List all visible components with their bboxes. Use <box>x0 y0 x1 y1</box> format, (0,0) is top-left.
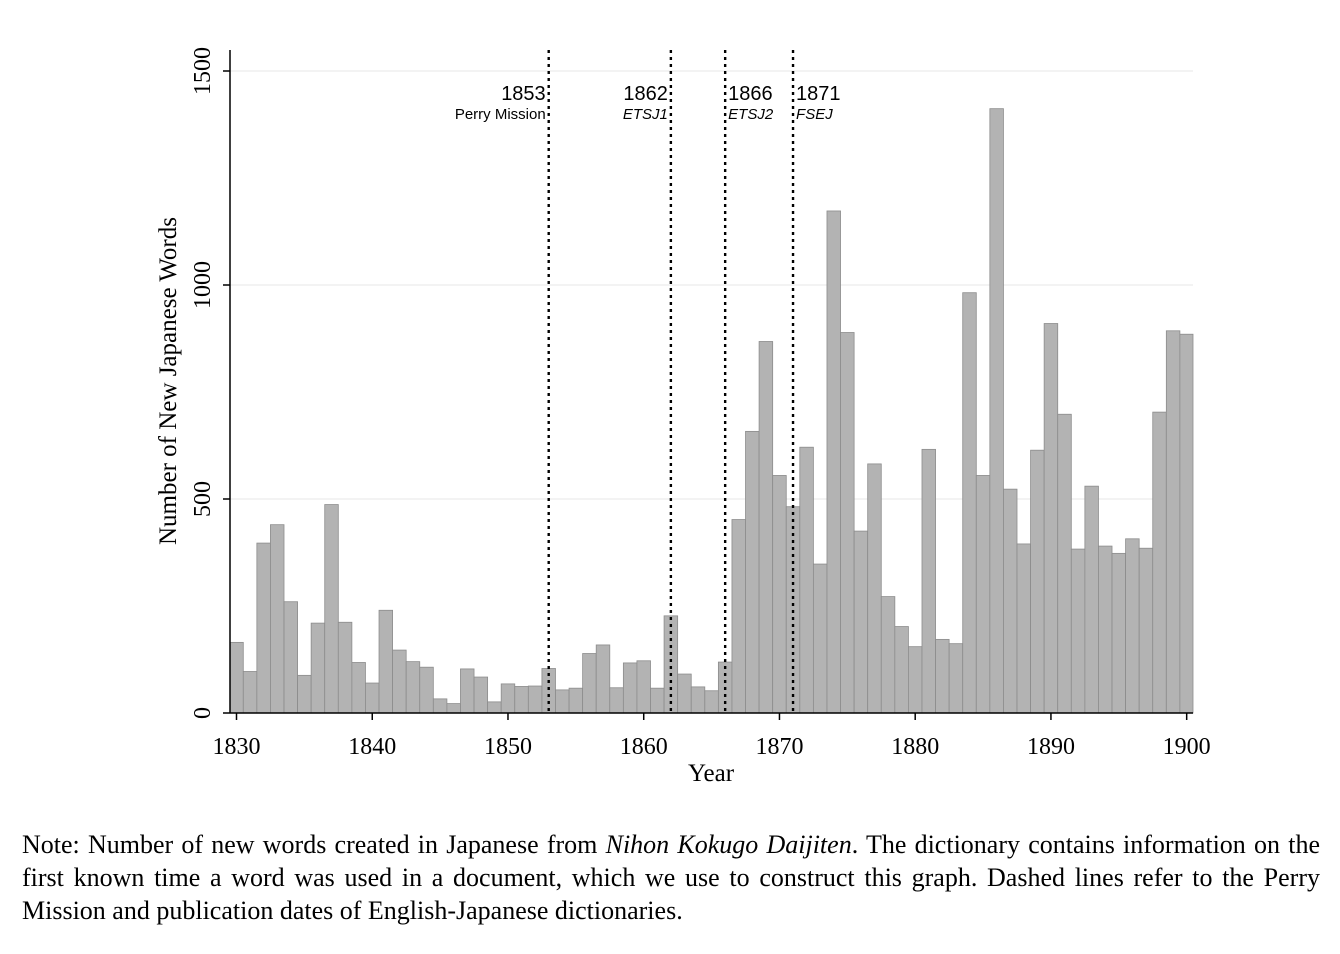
y-tick-label-500: 500 <box>190 481 216 517</box>
bar-1839 <box>351 662 366 714</box>
bar-1862 <box>663 615 679 714</box>
bar-1897 <box>1138 547 1154 714</box>
bar-1887 <box>1003 488 1018 714</box>
y-tick-label-0: 0 <box>190 707 216 719</box>
x-tick-label-1900: 1900 <box>1163 734 1211 760</box>
reference-label-1853: Perry Mission <box>455 106 546 123</box>
y-tick-label-1500: 1500 <box>190 47 216 95</box>
bar-1832 <box>256 542 271 714</box>
bar-1883 <box>948 643 964 714</box>
x-axis-title: Year <box>688 760 735 787</box>
bar-1859 <box>622 662 638 714</box>
bar-1888 <box>1016 543 1031 714</box>
bar-1895 <box>1111 552 1126 714</box>
x-tick-label-1830: 1830 <box>213 734 261 760</box>
axes <box>229 50 1193 714</box>
bar-1889 <box>1030 449 1045 714</box>
bar-1899 <box>1165 330 1181 714</box>
bar-1842 <box>392 649 407 714</box>
bar-1870 <box>772 475 787 714</box>
bar-1849 <box>487 701 502 714</box>
bar-1856 <box>582 653 597 714</box>
note-suffix: . The dictionary contains information on… <box>22 830 1320 925</box>
bars <box>229 108 1194 714</box>
reference-year-1853: 1853 <box>501 83 546 105</box>
y-tick-label-1000: 1000 <box>190 261 216 309</box>
bar-1876 <box>853 530 869 714</box>
reference-label-1862: ETSJ1 <box>623 106 668 123</box>
bar-1851 <box>514 686 529 714</box>
bar-1844 <box>419 666 434 714</box>
reference-label-1871: FSEJ <box>796 106 833 123</box>
bar-1835 <box>297 674 312 714</box>
bar-1838 <box>337 621 353 714</box>
note-prefix: Note: Number of new words created in Jap… <box>22 830 606 859</box>
bar-1845 <box>432 698 448 714</box>
x-tick-label-1880: 1880 <box>891 734 939 760</box>
bar-1855 <box>568 687 584 714</box>
bar-1882 <box>935 638 950 714</box>
figure-note: Note: Number of new words created in Jap… <box>22 828 1320 927</box>
bar-1898 <box>1152 411 1167 714</box>
bar-1837 <box>324 504 339 714</box>
bar-1861 <box>650 687 665 714</box>
bar-1833 <box>270 524 285 714</box>
bar-1843 <box>405 661 421 714</box>
bar-1831 <box>242 671 258 714</box>
note-dictionary-title: Nihon Kokugo Daijiten <box>605 830 852 859</box>
bar-1875 <box>840 332 855 714</box>
x-tick-label-1850: 1850 <box>484 734 532 760</box>
reference-year-1866: 1866 <box>728 83 773 105</box>
bar-1874 <box>826 210 841 714</box>
bar-1854 <box>555 689 570 714</box>
bar-1879 <box>894 626 909 714</box>
bar-1848 <box>473 676 489 714</box>
bar-1884 <box>962 292 977 714</box>
bar-1852 <box>527 685 543 714</box>
x-tick-label-1870: 1870 <box>755 734 803 760</box>
bar-1841 <box>378 609 394 714</box>
bar-1900 <box>1179 333 1194 714</box>
bar-1886 <box>989 108 1004 714</box>
bar-1857 <box>595 644 611 714</box>
x-tick-label-1840: 1840 <box>348 734 396 760</box>
bar-1863 <box>677 673 692 714</box>
bar-1830 <box>229 641 244 714</box>
bar-1864 <box>690 686 706 714</box>
y-axis-title: Number of New Japanese Words <box>155 217 182 545</box>
bar-1893 <box>1084 485 1099 714</box>
bar-1880 <box>908 646 923 714</box>
bar-1873 <box>812 563 828 714</box>
bar-1868 <box>745 430 760 714</box>
bar-1869 <box>758 341 774 714</box>
bar-1896 <box>1125 538 1140 714</box>
bar-1872 <box>799 446 814 714</box>
bar-1850 <box>500 683 516 714</box>
bar-1847 <box>460 668 475 714</box>
bar-1885 <box>975 475 991 714</box>
reference-year-1871: 1871 <box>796 83 841 105</box>
bar-1836 <box>310 622 326 714</box>
bar-1865 <box>704 690 719 714</box>
bar-1892 <box>1070 548 1086 714</box>
x-tick-label-1890: 1890 <box>1027 734 1075 760</box>
bar-1877 <box>867 463 882 714</box>
bar-1867 <box>731 519 746 714</box>
bar-1860 <box>636 660 651 714</box>
bar-1890 <box>1043 323 1059 714</box>
bar-1881 <box>921 448 936 714</box>
x-tick-label-1860: 1860 <box>620 734 668 760</box>
reference-year-1862: 1862 <box>623 83 668 105</box>
tick-labels: 1830 1840 1850 1860 1870 1880 1890 1900 0 500 1000… <box>190 47 1211 760</box>
reference-label-1866: ETSJ2 <box>728 106 774 123</box>
bar-1878 <box>880 596 896 714</box>
bar-1858 <box>609 687 624 714</box>
bar-1834 <box>283 601 298 714</box>
bar-1891 <box>1057 413 1072 714</box>
bar-1894 <box>1098 545 1113 714</box>
bar-1840 <box>365 682 380 714</box>
bar-1846 <box>446 703 461 714</box>
